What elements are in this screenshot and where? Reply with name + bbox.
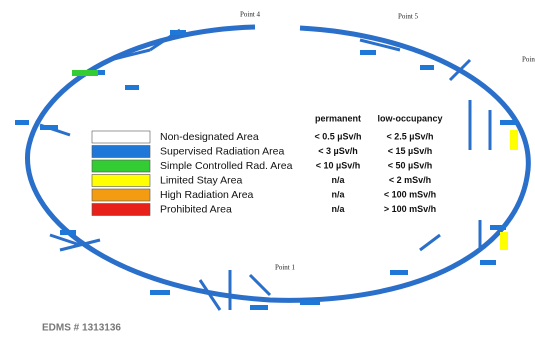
column-header: low-occupancy [377,113,442,123]
legend-label: Supervised Radiation Area [160,145,284,157]
yellow-area [510,130,518,150]
low-occupancy-limit: > 100 mSv/h [384,204,436,214]
point-label: Point 1 [275,264,296,272]
point-label: Poin [522,56,535,64]
permanent-limit: n/a [331,189,345,199]
permanent-limit: < 0.5 µSv/h [315,131,362,141]
permanent-limit: < 3 µSv/h [318,146,357,156]
low-occupancy-limit: < 50 µSv/h [388,160,432,170]
legend-swatch [92,189,150,201]
legend-label: Prohibited Area [160,203,232,215]
page: permanent low-occupancy Non-designated Are… [0,0,535,338]
column-header: permanent [315,113,361,123]
point-label: Point 5 [398,13,419,21]
legend-swatch [92,146,150,158]
footer: EDMS # 1313136 [42,323,121,334]
point-label: Point 4 [240,11,261,19]
low-occupancy-limit: < 15 µSv/h [388,146,432,156]
legend-swatch [92,160,150,172]
low-occupancy-limit: < 2.5 µSv/h [387,131,434,141]
legend: permanent low-occupancy Non-designated Are… [88,108,460,216]
yellow-area [500,232,508,250]
legend-label: High Radiation Area [160,189,254,201]
permanent-limit: n/a [331,204,345,214]
legend-label: Limited Stay Area [160,174,242,186]
legend-label: Non-designated Area [160,131,259,143]
legend-swatch [92,131,150,143]
radiation-map: permanent low-occupancy Non-designated Are… [0,0,535,338]
low-occupancy-limit: < 100 mSv/h [384,189,436,199]
permanent-limit: < 10 µSv/h [316,160,360,170]
permanent-limit: n/a [331,175,345,185]
legend-label: Simple Controlled Rad. Area [160,160,293,172]
green-area [72,70,98,76]
legend-swatch [92,204,150,216]
low-occupancy-limit: < 2 mSv/h [389,175,431,185]
legend-swatch [92,175,150,187]
